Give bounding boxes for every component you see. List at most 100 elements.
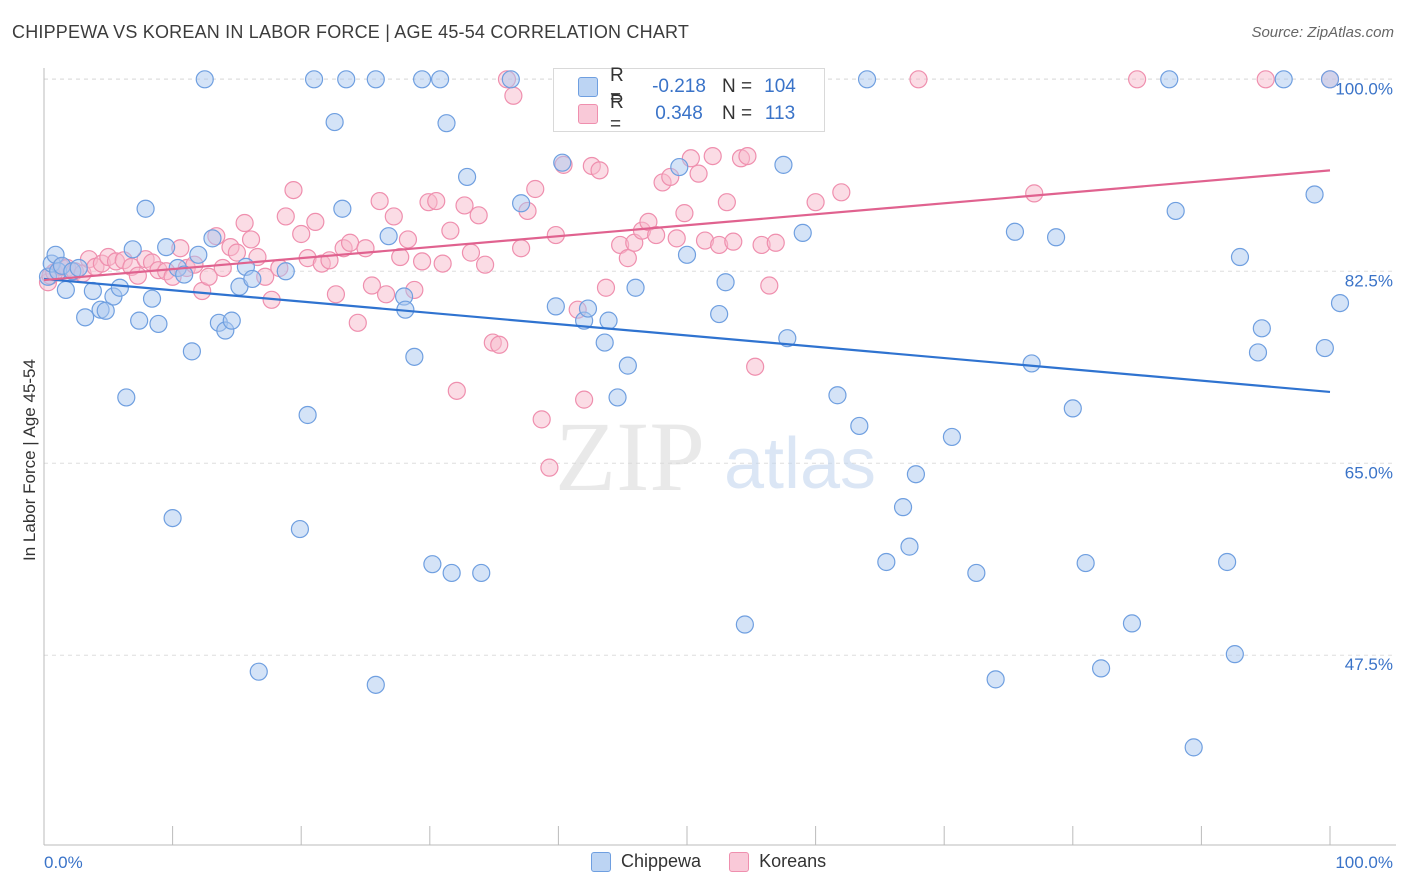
koreans-point bbox=[241, 230, 261, 249]
koreans-point bbox=[284, 180, 303, 200]
chippewa-point bbox=[195, 70, 214, 89]
source-label: Source: ZipAtlas.com bbox=[1251, 24, 1394, 41]
chippewa-point bbox=[298, 405, 317, 425]
chippewa-point bbox=[857, 70, 877, 89]
koreans-point bbox=[532, 410, 551, 429]
chippewa-point bbox=[501, 70, 520, 89]
chippewa-point bbox=[1076, 553, 1095, 573]
chippewa-point bbox=[83, 281, 102, 301]
chippewa-point bbox=[69, 258, 88, 278]
chippewa-point bbox=[442, 563, 461, 583]
koreans-point bbox=[806, 193, 825, 212]
n-label: N = bbox=[722, 76, 753, 97]
chippewa-point bbox=[735, 615, 754, 634]
koreans-legend-swatch bbox=[729, 851, 750, 872]
axes bbox=[43, 68, 1396, 846]
chippewa-point bbox=[546, 297, 565, 316]
koreans-point bbox=[540, 458, 559, 477]
koreans-swatch bbox=[578, 104, 598, 124]
chippewa-point bbox=[76, 308, 95, 327]
koreans-point bbox=[909, 70, 928, 89]
koreans-point bbox=[276, 207, 295, 226]
y-tick-label: 47.5% bbox=[1345, 655, 1393, 674]
koreans-point bbox=[832, 183, 851, 202]
koreans-point bbox=[738, 146, 757, 166]
grid-lines bbox=[44, 78, 1396, 656]
chippewa-point bbox=[366, 675, 385, 694]
koreans-point bbox=[647, 225, 666, 245]
chippewa-point bbox=[1252, 319, 1271, 338]
chippewa-point bbox=[793, 223, 812, 242]
chippewa-points bbox=[38, 70, 1350, 757]
chippewa-point bbox=[618, 356, 637, 375]
chippewa-point bbox=[457, 167, 477, 187]
chippewa-point bbox=[1315, 338, 1334, 358]
koreans-point bbox=[292, 224, 311, 244]
chippewa-point bbox=[423, 555, 442, 574]
chippewa-point bbox=[1305, 185, 1324, 204]
koreans-trend-line bbox=[43, 169, 1331, 282]
chippewa-point bbox=[1022, 354, 1041, 373]
legend-label-koreans: Koreans bbox=[759, 851, 827, 871]
chart-title: CHIPPEWA VS KOREAN IN LABOR FORCE | AGE … bbox=[12, 22, 690, 42]
koreans-point bbox=[1256, 70, 1275, 89]
koreans-point bbox=[760, 276, 779, 295]
chippewa-point bbox=[553, 153, 572, 172]
chippewa-point bbox=[893, 498, 913, 517]
chippewa-point bbox=[1184, 738, 1203, 757]
chippewa-point bbox=[149, 314, 168, 334]
koreans-point bbox=[340, 233, 360, 252]
chippewa-point bbox=[96, 301, 115, 320]
koreans-point bbox=[475, 255, 495, 274]
koreans-point bbox=[447, 381, 466, 400]
chippewa-point bbox=[1046, 228, 1066, 247]
chippewa-point bbox=[110, 278, 129, 297]
koreans-point bbox=[384, 207, 403, 226]
koreans-point bbox=[128, 266, 147, 285]
chippewa-trend-line bbox=[43, 277, 1331, 394]
koreans-point bbox=[675, 204, 694, 223]
koreans-point bbox=[1127, 70, 1147, 89]
r-value-koreans: 0.348 bbox=[655, 103, 703, 124]
chippewa-point bbox=[1320, 70, 1340, 89]
koreans-point bbox=[433, 254, 452, 273]
koreans-point bbox=[689, 164, 708, 183]
chippewa-point bbox=[1005, 222, 1025, 241]
r-value-chippewa: -0.218 bbox=[652, 76, 706, 97]
watermark: ZIP atlas bbox=[555, 401, 876, 512]
chippewa-point bbox=[130, 311, 149, 330]
koreans-point bbox=[412, 252, 432, 271]
chippewa-point bbox=[986, 670, 1005, 689]
chippewa-point bbox=[595, 333, 614, 352]
chippewa-point bbox=[182, 342, 201, 361]
koreans-point bbox=[1025, 184, 1044, 203]
koreans-point bbox=[391, 247, 410, 267]
chippewa-point bbox=[626, 278, 645, 297]
chippewa-point bbox=[123, 240, 142, 259]
chippewa-point bbox=[56, 280, 75, 300]
y-tick-label: 65.0% bbox=[1345, 463, 1393, 482]
koreans-point bbox=[461, 243, 481, 262]
chippewa-point bbox=[249, 662, 268, 681]
koreans-point bbox=[766, 233, 785, 252]
chippewa-point bbox=[412, 70, 432, 89]
koreans-point bbox=[235, 213, 254, 233]
chippewa-point bbox=[337, 70, 356, 89]
chippewa-point bbox=[136, 199, 155, 218]
watermark-atlas: atlas bbox=[724, 424, 876, 504]
koreans-point bbox=[512, 239, 531, 258]
koreans-point bbox=[376, 285, 396, 304]
stats-row-koreans: R = 0.348 N = 113 bbox=[554, 92, 802, 135]
chippewa-point bbox=[243, 269, 262, 289]
koreans-point bbox=[427, 191, 446, 211]
x-tick-label-start: 0.0% bbox=[44, 853, 83, 872]
chippewa-point bbox=[900, 537, 919, 556]
chippewa-point bbox=[1160, 70, 1179, 89]
stats-row-chippewa: R = -0.218 N = 104 bbox=[554, 65, 802, 108]
chippewa-point bbox=[142, 289, 162, 308]
x-tick-label-end: 100.0% bbox=[1335, 853, 1393, 872]
chippewa-point bbox=[1218, 552, 1237, 572]
chippewa-point bbox=[1063, 399, 1082, 418]
chippewa-point bbox=[157, 238, 176, 257]
chippewa-point bbox=[333, 199, 352, 218]
